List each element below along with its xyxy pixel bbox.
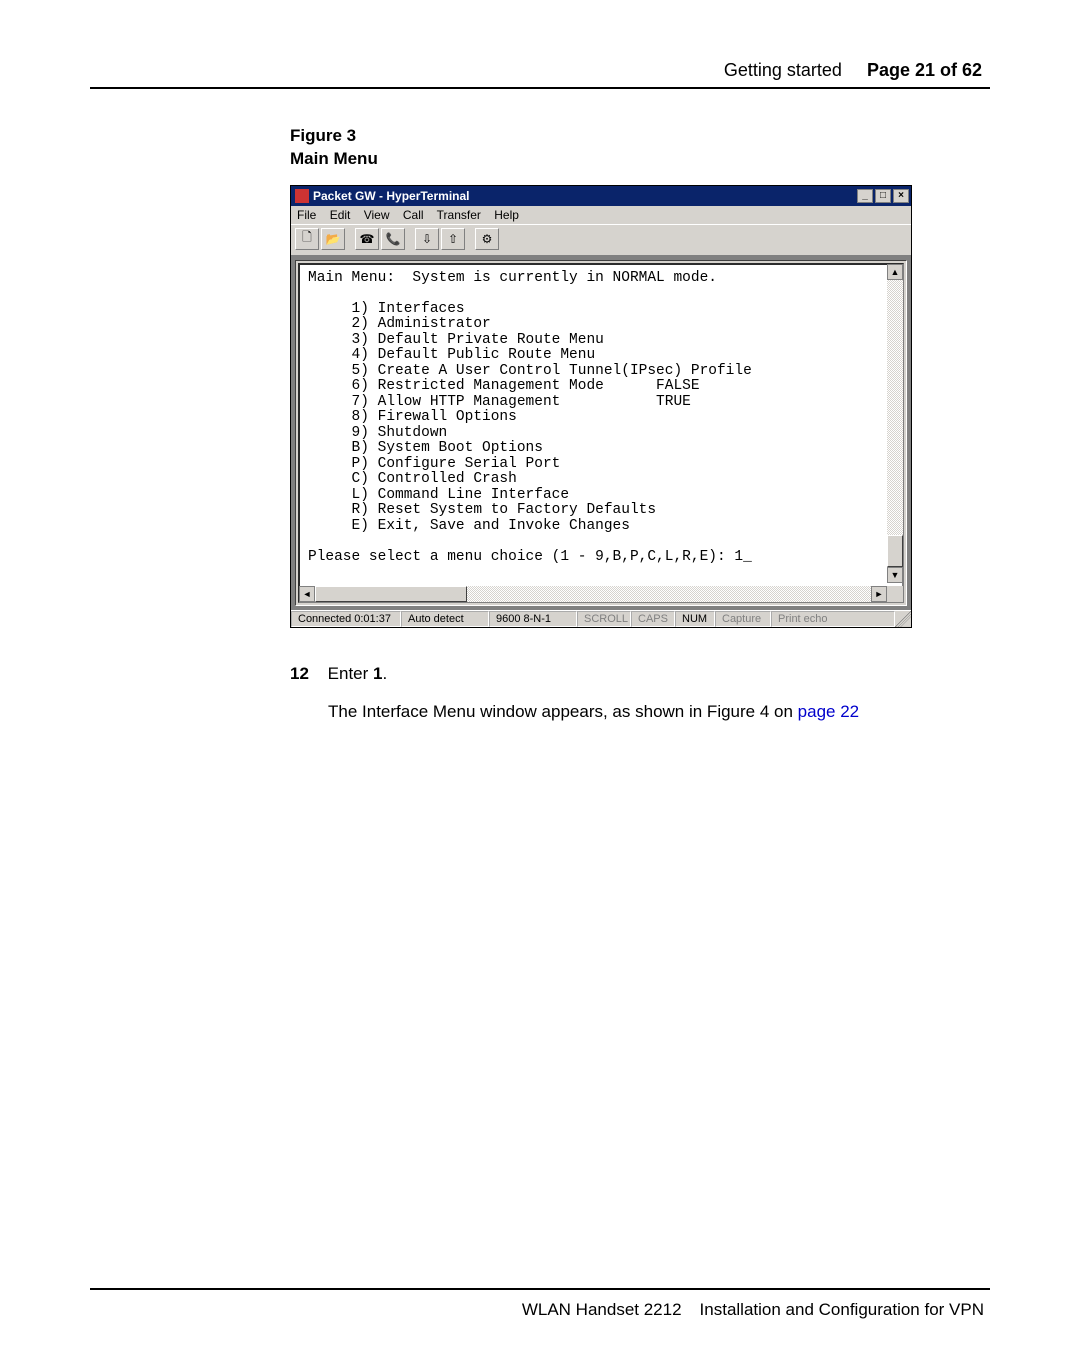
status-caps: CAPS [631, 611, 675, 627]
menu-file[interactable]: File [297, 208, 316, 222]
hscroll-thumb[interactable] [315, 586, 467, 602]
minimize-button[interactable]: _ [857, 189, 873, 203]
close-button[interactable]: × [893, 189, 909, 203]
toolbar-open-icon[interactable]: 📂 [321, 228, 345, 250]
scroll-up-icon[interactable]: ▲ [887, 264, 903, 280]
status-printecho: Print echo [771, 611, 895, 627]
app-icon [295, 189, 309, 203]
status-config: 9600 8-N-1 [489, 611, 577, 627]
step-follow-text: The Interface Menu window appears, as sh… [328, 702, 990, 722]
status-detect: Auto detect [401, 611, 489, 627]
menu-edit[interactable]: Edit [330, 208, 351, 222]
scroll-thumb[interactable] [887, 535, 903, 567]
terminal-output[interactable]: Main Menu: System is currently in NORMAL… [298, 263, 904, 603]
toolbar-call-icon[interactable]: ☎ [355, 228, 379, 250]
scroll-right-icon[interactable]: ► [871, 586, 887, 602]
hyperterminal-window: Packet GW - HyperTerminal _ □ × File Edi… [290, 185, 912, 628]
toolbar-properties-icon[interactable]: ⚙ [475, 228, 499, 250]
page-number: Page 21 of 62 [867, 60, 982, 80]
status-scroll: SCROLL [577, 611, 631, 627]
step-number: 12 [290, 664, 309, 683]
toolbar-receive-icon[interactable]: ⇧ [441, 228, 465, 250]
menu-help[interactable]: Help [494, 208, 519, 222]
vertical-scrollbar[interactable]: ▲ ▼ [887, 264, 903, 583]
terminal-area: Main Menu: System is currently in NORMAL… [291, 256, 911, 610]
status-capture: Capture [715, 611, 771, 627]
scroll-corner [887, 586, 903, 602]
toolbar-send-icon[interactable]: ⇩ [415, 228, 439, 250]
menu-transfer[interactable]: Transfer [437, 208, 481, 222]
toolbar: 🗋 📂 ☎ 📞 ⇩ ⇧ ⚙ [291, 224, 911, 256]
figure-number: Figure 3 [290, 125, 990, 148]
horizontal-scrollbar[interactable]: ◄ ► [299, 586, 887, 602]
maximize-button[interactable]: □ [875, 189, 891, 203]
menu-bar: File Edit View Call Transfer Help [291, 206, 911, 224]
toolbar-new-icon[interactable]: 🗋 [295, 228, 319, 250]
menu-call[interactable]: Call [403, 208, 424, 222]
step-12: 12 Enter 1. [290, 664, 990, 684]
resize-grip[interactable] [895, 611, 911, 627]
status-num: NUM [675, 611, 715, 627]
page-header: Getting started Page 21 of 62 [90, 60, 990, 81]
footer-right: Installation and Configuration for VPN [700, 1300, 984, 1319]
scroll-down-icon[interactable]: ▼ [887, 567, 903, 583]
status-connected: Connected 0:01:37 [291, 611, 401, 627]
step-follow-prefix: The Interface Menu window appears, as sh… [328, 702, 798, 721]
footer-left: WLAN Handset 2212 [522, 1300, 682, 1319]
status-bar: Connected 0:01:37 Auto detect 9600 8-N-1… [291, 610, 911, 627]
scroll-left-icon[interactable]: ◄ [299, 586, 315, 602]
page-footer: WLAN Handset 2212 Installation and Config… [90, 1288, 990, 1320]
figure-caption: Figure 3 Main Menu [290, 125, 990, 171]
menu-view[interactable]: View [364, 208, 390, 222]
step-text-prefix: Enter [328, 664, 373, 683]
figure-title: Main Menu [290, 148, 990, 171]
page-link[interactable]: page 22 [798, 702, 859, 721]
titlebar[interactable]: Packet GW - HyperTerminal _ □ × [291, 186, 911, 206]
window-title: Packet GW - HyperTerminal [313, 189, 855, 203]
toolbar-hangup-icon[interactable]: 📞 [381, 228, 405, 250]
step-text-suffix: . [382, 664, 387, 683]
section-label: Getting started [724, 60, 842, 80]
